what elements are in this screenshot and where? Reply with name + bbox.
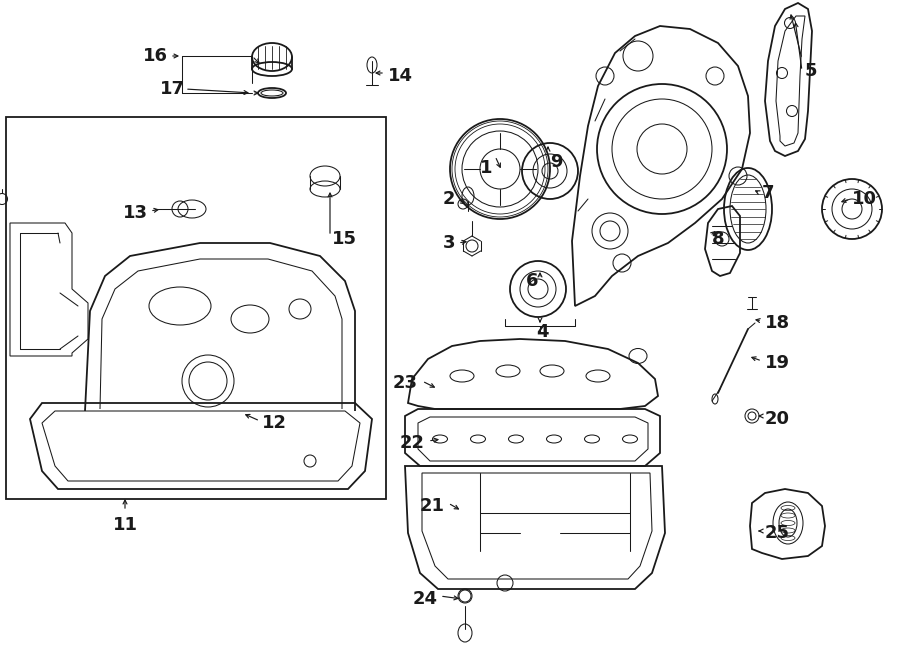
Text: 18: 18 <box>765 314 790 332</box>
Text: 6: 6 <box>526 272 538 290</box>
Text: 21: 21 <box>420 497 445 515</box>
Text: 10: 10 <box>852 190 877 208</box>
Text: 1: 1 <box>480 159 492 177</box>
Bar <box>6 117 386 499</box>
Text: 3: 3 <box>443 234 455 252</box>
Text: 13: 13 <box>123 204 148 222</box>
Text: 23: 23 <box>393 374 418 392</box>
Text: 24: 24 <box>413 590 438 608</box>
Text: 2: 2 <box>443 190 455 208</box>
Text: 5: 5 <box>805 62 817 80</box>
Text: 20: 20 <box>765 410 790 428</box>
Text: 19: 19 <box>765 354 790 372</box>
Text: 15: 15 <box>332 230 357 248</box>
Text: 22: 22 <box>400 434 425 452</box>
Text: 4: 4 <box>536 323 548 341</box>
Text: 9: 9 <box>550 153 562 171</box>
Text: 17: 17 <box>160 80 185 98</box>
Text: 7: 7 <box>762 184 775 202</box>
Text: 16: 16 <box>143 47 168 65</box>
Text: 14: 14 <box>388 67 413 85</box>
Text: 8: 8 <box>712 230 724 248</box>
Text: 12: 12 <box>262 414 287 432</box>
Text: 25: 25 <box>765 524 790 542</box>
Text: 11: 11 <box>112 516 138 534</box>
